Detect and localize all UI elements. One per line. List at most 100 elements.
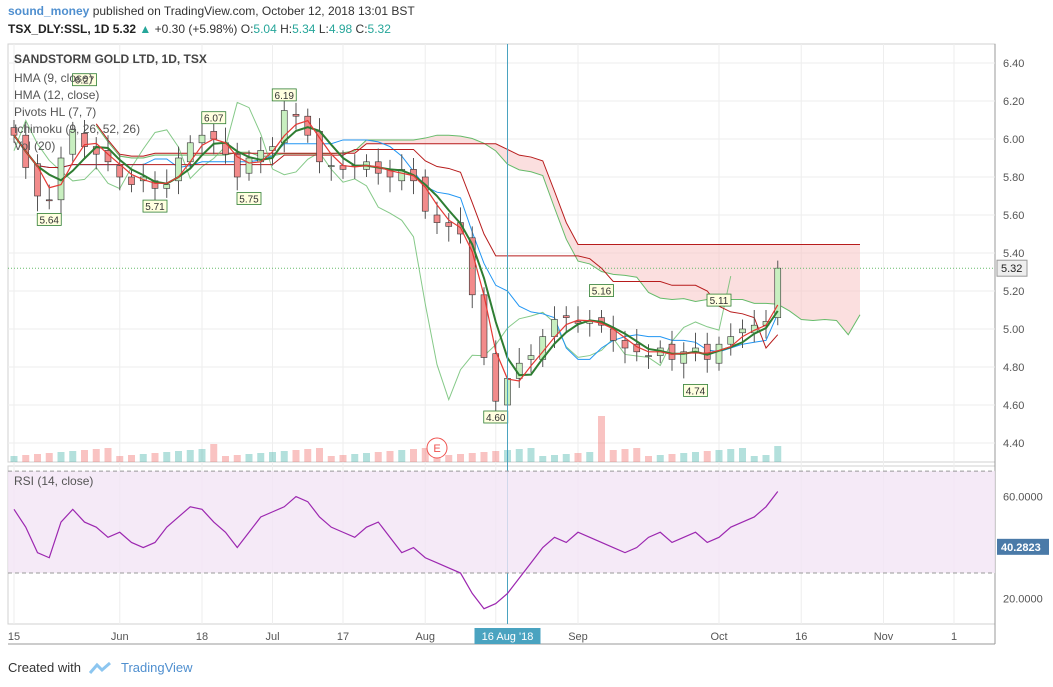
volume-bar [445, 455, 453, 462]
publish-info: sound_money published on TradingView.com… [8, 4, 415, 18]
volume-bar [762, 455, 770, 462]
volume-bar [421, 448, 429, 462]
pivot-label-box [706, 293, 732, 307]
earnings-label: E [433, 443, 440, 455]
candle-body [668, 343, 676, 360]
volume-bar [34, 454, 41, 462]
volume-bar [10, 456, 18, 462]
footer: Created with TradingView [8, 660, 193, 675]
volume-bar [128, 455, 135, 462]
candle-body [551, 319, 558, 337]
change-up-icon: ▲ [139, 22, 152, 36]
volume-bar [186, 450, 194, 462]
volume-bar [339, 455, 347, 462]
high-value: 5.34 [292, 22, 316, 36]
volume-bar [92, 449, 100, 462]
symbol-name: TSX_DLY:SSL, 1D [8, 22, 110, 36]
pivot-label: 5.75 [239, 195, 259, 206]
price-change: +0.30 (+5.98%) [154, 22, 238, 36]
volume-bar [433, 456, 441, 462]
volume-bar [750, 456, 758, 462]
volume-bar [680, 453, 688, 462]
last-price-label: 5.32 [1001, 263, 1022, 275]
high-label: H: [280, 22, 293, 36]
volume-bar [609, 450, 617, 462]
time-tick-label: Oct [710, 631, 727, 643]
price-tick-label: 6.00 [1003, 134, 1024, 146]
symbol-info: TSX_DLY:SSL, 1D 5.32 ▲ +0.30 (+5.98%) O:… [8, 22, 391, 36]
legend-volume[interactable]: Vol (20) [14, 139, 56, 153]
volume-bar [703, 451, 711, 462]
time-tick-label: Aug [415, 631, 435, 643]
candle-body [292, 114, 300, 117]
ichimoku-cloud [96, 123, 860, 335]
volume-bar [139, 454, 147, 462]
legend-hma12[interactable]: HMA (12, close) [14, 88, 100, 102]
price-tick-label: 5.60 [1003, 210, 1024, 222]
pivot-label: 6.07 [204, 114, 224, 125]
candle-body [562, 315, 570, 318]
candle-body [128, 176, 135, 185]
pivot-label: 4.74 [686, 386, 706, 397]
volume-bar [715, 450, 723, 462]
price-tick-label: 5.80 [1003, 172, 1024, 184]
candle-body [727, 336, 735, 345]
volume-bar [656, 455, 664, 462]
volume-bar [351, 454, 359, 462]
legend-ichimoku[interactable]: Ichimoku (9, 26, 52, 26) [14, 122, 141, 136]
candle-body [245, 157, 253, 174]
close-value: 5.32 [367, 22, 391, 36]
candle-body [198, 134, 206, 144]
candle-body [645, 355, 652, 357]
pivot-label-box [271, 88, 297, 102]
volume-bar [398, 450, 406, 462]
volume-bar [492, 451, 500, 462]
volume-bar [574, 453, 582, 462]
low-value: 4.98 [328, 22, 353, 36]
legend-rsi[interactable]: RSI (14, close) [14, 474, 94, 488]
volume-bar [410, 449, 417, 462]
volume-bar [22, 455, 30, 462]
volume-bar [586, 452, 594, 462]
rsi-last-label: 40.2823 [1001, 542, 1041, 554]
pivot-label: 6.27 [75, 76, 95, 87]
legend-pivots[interactable]: Pivots HL (7, 7) [14, 105, 97, 119]
pivot-label: 5.71 [145, 202, 165, 213]
volume-bar [774, 446, 782, 462]
rsi-tick-label: 60.0000 [1003, 492, 1043, 504]
volume-bar [598, 416, 605, 462]
candle-body [421, 176, 429, 212]
volume-bar [81, 450, 88, 462]
earnings-icon [426, 437, 448, 459]
volume-bar [739, 448, 746, 462]
legend-hma9[interactable]: HMA (9, close) [14, 71, 93, 85]
low-label: L: [318, 22, 329, 36]
time-tick-label: 17 [337, 631, 349, 643]
candle-body [327, 165, 335, 167]
rsi-band [8, 471, 995, 574]
hma-9-line [13, 119, 779, 382]
candle-body [316, 131, 323, 163]
volume-bar [480, 452, 488, 462]
price-tick-label: 5.40 [1003, 248, 1024, 260]
tradingview-brand[interactable]: TradingView [120, 660, 193, 675]
volume-bar [327, 456, 335, 462]
candle-body [433, 214, 441, 223]
rsi-last-box [997, 538, 1049, 555]
candle-body [163, 184, 171, 189]
volume-bar [304, 449, 312, 462]
price-tick-label: 5.00 [1003, 324, 1024, 336]
candle-body [492, 353, 500, 402]
author-link[interactable]: sound_money [8, 4, 90, 18]
volume-bar [633, 448, 641, 462]
volume-bar [363, 453, 370, 462]
candle-body [715, 343, 723, 364]
volume-bar [692, 452, 699, 462]
volume-bar [374, 452, 382, 462]
pivot-label: 5.16 [592, 287, 612, 298]
time-tick-label: Jun [111, 631, 129, 643]
volume-bar [45, 453, 53, 462]
candle-body [680, 351, 688, 364]
volume-bar [222, 456, 229, 462]
